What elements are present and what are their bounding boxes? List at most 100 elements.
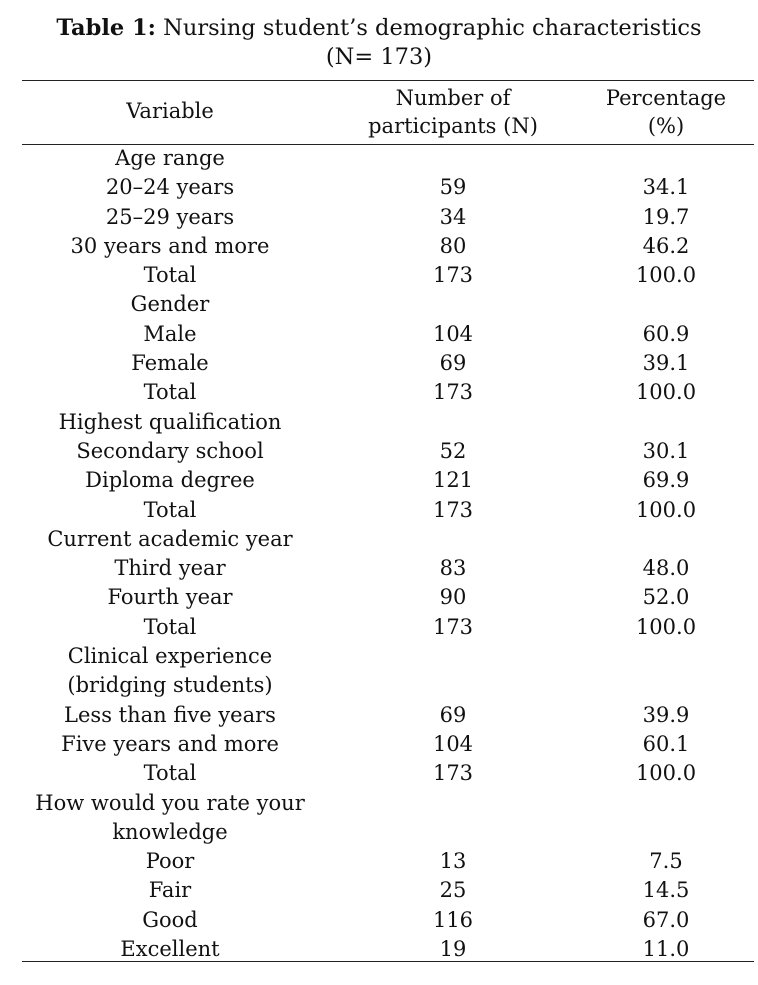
variable-cell: Gender: [130, 292, 210, 317]
table-header-rule: [22, 144, 754, 145]
variable-cell: Total: [143, 761, 197, 786]
number-cell: 104: [432, 731, 474, 756]
table-bottom-rule: [22, 961, 754, 962]
percentage-cell: 67.0: [642, 907, 690, 932]
number-cell: 121: [432, 468, 474, 493]
percentage-cell: 14.5: [642, 878, 690, 903]
number-cell: 90: [439, 585, 467, 610]
table-row: (bridging students): [0, 671, 758, 700]
table-row: Gender: [0, 290, 758, 319]
number-cell: 173: [432, 497, 474, 522]
number-cell: 116: [432, 907, 474, 932]
percentage-cell: 11.0: [642, 937, 690, 962]
variable-cell: Fair: [148, 878, 192, 903]
table-row: Male 104 60.9: [0, 320, 758, 349]
variable-cell: Good: [142, 907, 198, 932]
table-row: Good 116 67.0: [0, 906, 758, 935]
header-percentage-line1: Percentage: [605, 86, 727, 110]
number-cell: 52: [439, 438, 467, 463]
percentage-cell: 34.1: [642, 175, 690, 200]
variable-cell: knowledge: [112, 819, 228, 844]
percentage-cell: 60.1: [642, 731, 690, 756]
caption-title: Nursing student’s demographic characteri…: [155, 15, 702, 41]
number-cell: 83: [439, 556, 467, 581]
caption-label: Table 1:: [56, 15, 156, 41]
table-row: Current academic year: [0, 525, 758, 554]
table-row: Diploma degree 121 69.9: [0, 466, 758, 495]
table-row: Total 173 100.0: [0, 261, 758, 290]
number-cell: 13: [439, 849, 467, 874]
number-cell: 59: [439, 175, 467, 200]
table-row: Age range: [0, 144, 758, 173]
table-row: Total 173 100.0: [0, 496, 758, 525]
variable-cell: Fourth year: [107, 585, 233, 610]
header-percentage-line2: (%): [647, 114, 685, 138]
table-row: Excellent 19 11.0: [0, 935, 758, 964]
variable-cell: Male: [143, 321, 197, 346]
number-cell: 19: [439, 937, 467, 962]
table-row: Five years and more 104 60.1: [0, 730, 758, 759]
number-cell: 34: [439, 204, 467, 229]
table-row: Third year 83 48.0: [0, 554, 758, 583]
table-row: Fair 25 14.5: [0, 876, 758, 905]
number-cell: 173: [432, 380, 474, 405]
variable-cell: How would you rate your: [35, 790, 305, 815]
table-caption: Table 1: Nursing student’s demographic c…: [0, 14, 758, 72]
variable-cell: Total: [143, 497, 197, 522]
variable-cell: 30 years and more: [70, 233, 270, 258]
variable-cell: Total: [143, 263, 197, 288]
header-percentage: Percentage (%): [576, 84, 756, 140]
variable-cell: Female: [131, 351, 209, 376]
table-row: Female 69 39.1: [0, 349, 758, 378]
variable-cell: Total: [143, 380, 197, 405]
caption-title-line: Table 1: Nursing student’s demographic c…: [0, 14, 758, 43]
percentage-cell: 60.9: [642, 321, 690, 346]
table-row: Total 173 100.0: [0, 613, 758, 642]
variable-cell: (bridging students): [67, 673, 273, 698]
header-number-line1: Number of: [395, 86, 511, 110]
number-cell: 69: [439, 351, 467, 376]
percentage-cell: 39.1: [642, 351, 690, 376]
header-number-line2: participants (N): [368, 114, 538, 138]
percentage-cell: 7.5: [649, 849, 683, 874]
percentage-cell: 46.2: [642, 233, 690, 258]
table-row: 30 years and more 80 46.2: [0, 232, 758, 261]
number-cell: 80: [439, 233, 467, 258]
percentage-cell: 100.0: [635, 497, 697, 522]
table-row: Poor 13 7.5: [0, 847, 758, 876]
percentage-cell: 30.1: [642, 438, 690, 463]
table-row: 25–29 years 34 19.7: [0, 203, 758, 232]
variable-cell: Clinical experience: [67, 644, 273, 669]
table-row: Total 173 100.0: [0, 759, 758, 788]
variable-cell: Excellent: [120, 937, 220, 962]
variable-cell: Third year: [114, 556, 226, 581]
number-cell: 173: [432, 263, 474, 288]
table-top-rule: [22, 80, 754, 81]
table-row: Less than five years 69 39.9: [0, 701, 758, 730]
header-variable: Variable: [126, 99, 214, 123]
percentage-cell: 100.0: [635, 380, 697, 405]
table-row: Highest qualification: [0, 408, 758, 437]
percentage-cell: 19.7: [642, 204, 690, 229]
variable-cell: Total: [143, 614, 197, 639]
percentage-cell: 39.9: [642, 702, 690, 727]
variable-cell: Less than five years: [64, 702, 276, 727]
variable-cell: Poor: [145, 849, 195, 874]
variable-cell: 20–24 years: [105, 175, 235, 200]
table-body: Age range 20–24 years 59 34.1 25–29 years 34 1…: [0, 144, 758, 964]
table-row: Secondary school 52 30.1: [0, 437, 758, 466]
variable-cell: Five years and more: [61, 731, 279, 756]
percentage-cell: 100.0: [635, 614, 697, 639]
percentage-cell: 100.0: [635, 761, 697, 786]
header-number: Number of participants (N): [330, 84, 576, 140]
variable-cell: Diploma degree: [85, 468, 255, 493]
caption-subtitle: (N= 173): [325, 44, 433, 70]
number-cell: 173: [432, 761, 474, 786]
number-cell: 173: [432, 614, 474, 639]
percentage-cell: 69.9: [642, 468, 690, 493]
variable-cell: Highest qualification: [58, 409, 282, 434]
percentage-cell: 48.0: [642, 556, 690, 581]
number-cell: 25: [439, 878, 467, 903]
percentage-cell: 52.0: [642, 585, 690, 610]
